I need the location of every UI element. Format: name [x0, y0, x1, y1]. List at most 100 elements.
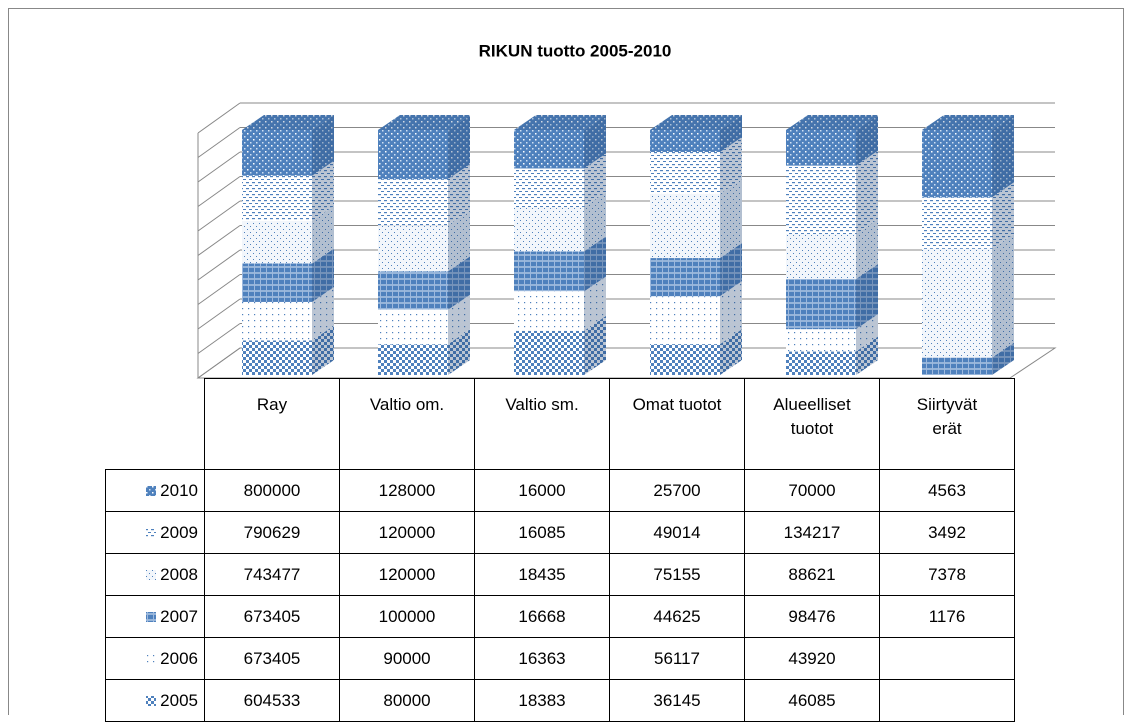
data-cell: 604533	[204, 679, 340, 722]
header-row: Ray Valtio om. Valtio sm. Omat tuotot Alueel…	[106, 378, 1015, 470]
bar-segment	[514, 130, 584, 169]
bar-side-shade	[312, 160, 334, 221]
data-cell: 120000	[339, 553, 475, 596]
category-label: Alueelliset tuotot	[773, 395, 851, 438]
data-cell: 70000	[744, 469, 880, 512]
legend-entry: 2007	[105, 595, 205, 638]
category-header: Omat tuotot	[609, 378, 745, 470]
wall-line	[197, 176, 241, 207]
bar-side-shade	[448, 329, 470, 375]
category-label: Siirtyvät erät	[916, 395, 978, 438]
bar-side-shade	[856, 314, 878, 352]
legend-key	[146, 528, 157, 539]
data-cell: 90000	[339, 637, 475, 680]
legend-label: 2009	[160, 522, 198, 542]
bar-segment	[242, 301, 312, 341]
legend-key	[146, 696, 157, 707]
bar-segment	[378, 344, 448, 375]
bar-side	[720, 136, 742, 194]
data-cell: 36145	[609, 679, 745, 722]
bar-segment	[242, 263, 312, 302]
wall-line	[197, 102, 241, 134]
bar-side	[448, 210, 470, 272]
data-cell: 1176	[879, 595, 1015, 638]
bar-segment	[514, 168, 584, 208]
bar-side-shade	[312, 325, 334, 375]
bar-segment	[378, 271, 448, 310]
bar-side	[720, 178, 742, 259]
bar-segment	[922, 130, 992, 198]
data-cell	[879, 637, 1015, 680]
bar-side-shade	[448, 164, 470, 226]
data-cell: 18435	[474, 553, 610, 596]
bar-side-shade	[584, 315, 606, 375]
legend-entry: 2009	[105, 511, 205, 554]
bar-side	[720, 281, 742, 345]
bar-side-shade	[448, 115, 470, 180]
data-cell: 16085	[474, 511, 610, 554]
bar-side	[856, 115, 878, 166]
legend-label: 2008	[160, 564, 198, 584]
bar-side-shade	[312, 248, 334, 302]
series-row: 2008 743477 120000 18435 75155 88621 7378	[105, 553, 1015, 596]
bar-side	[312, 160, 334, 221]
wall-line	[197, 298, 241, 330]
category-header: Valtio sm.	[474, 378, 610, 470]
bar-segment	[650, 344, 720, 375]
bar-segment	[514, 251, 584, 292]
data-cell: 46085	[744, 679, 880, 722]
legend-entry: 2010	[105, 469, 205, 512]
bar-side-shade	[856, 115, 878, 166]
bar-segment	[650, 130, 720, 152]
legend-key	[146, 654, 157, 665]
bar-top-shade	[514, 115, 606, 130]
bar-top	[378, 115, 470, 130]
bar-side	[856, 314, 878, 352]
data-cell: 18383	[474, 679, 610, 722]
data-cell: 134217	[744, 511, 880, 554]
bar-segment	[514, 291, 584, 331]
category-label: Valtio om.	[369, 395, 445, 414]
bar-side	[312, 325, 334, 375]
wall-line	[197, 200, 241, 232]
data-cell: 80000	[339, 679, 475, 722]
bar-side-shade	[720, 281, 742, 345]
data-cell: 673405	[204, 637, 340, 680]
bar-side	[448, 294, 470, 345]
bar-segment	[378, 225, 448, 272]
bar-side	[584, 115, 606, 169]
bar-side	[584, 192, 606, 252]
bar-side-shade	[856, 336, 878, 375]
bar-side-shade	[584, 153, 606, 208]
bar-top-shade	[922, 115, 1014, 130]
legend-swatch	[146, 486, 157, 497]
bar-segment	[514, 207, 584, 252]
bar-side	[856, 218, 878, 280]
data-cell: 3492	[879, 511, 1015, 554]
data-cell: 800000	[204, 469, 340, 512]
bar-side	[992, 233, 1014, 358]
legend-label: 2010	[160, 480, 198, 500]
data-cell: 88621	[744, 553, 880, 596]
bar-segment	[786, 130, 856, 166]
chart-border	[8, 8, 1124, 715]
legend-label: 2006	[160, 648, 198, 668]
bar-side	[312, 286, 334, 341]
bar-side-shade	[856, 150, 878, 234]
bar-top-shade	[650, 115, 742, 130]
data-cell: 16363	[474, 637, 610, 680]
bar-side-shade	[992, 182, 1014, 249]
bar-side-shade	[584, 192, 606, 252]
bar-side-shade	[312, 286, 334, 341]
bar-side-shade	[584, 115, 606, 169]
legend-swatch	[146, 612, 157, 623]
bar-side	[584, 276, 606, 331]
bar-side	[856, 150, 878, 234]
bar-side	[448, 115, 470, 180]
data-cell: 75155	[609, 553, 745, 596]
bar-segment	[786, 279, 856, 330]
bar-segment	[786, 351, 856, 375]
bar-side	[448, 164, 470, 226]
bar-side	[584, 153, 606, 208]
series-row: 2010 800000 128000 16000 25700 70000 4563	[105, 469, 1015, 512]
